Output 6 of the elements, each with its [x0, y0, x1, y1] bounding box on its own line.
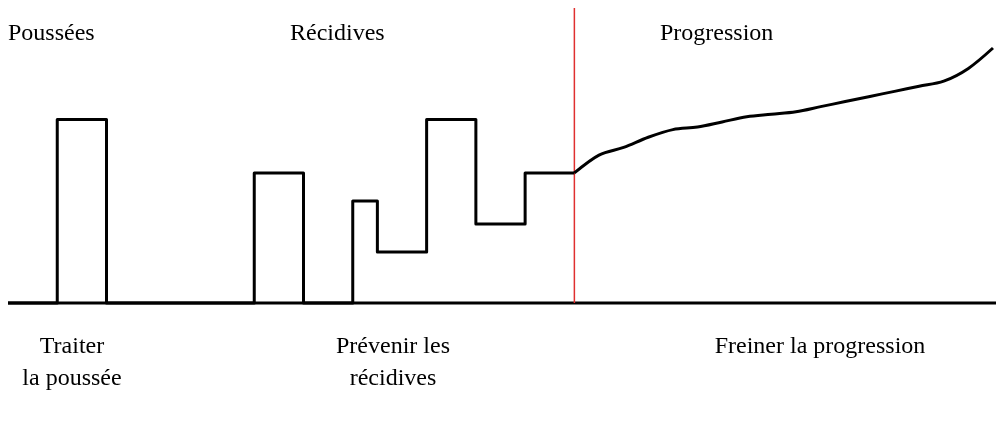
text: Poussées [8, 19, 95, 45]
text: Freiner la progression [714, 332, 926, 358]
text: Prévenir les récidives [336, 332, 450, 390]
text: Récidives [290, 19, 385, 45]
text: Progression [660, 19, 774, 45]
text: Traiter la poussée [22, 332, 122, 390]
